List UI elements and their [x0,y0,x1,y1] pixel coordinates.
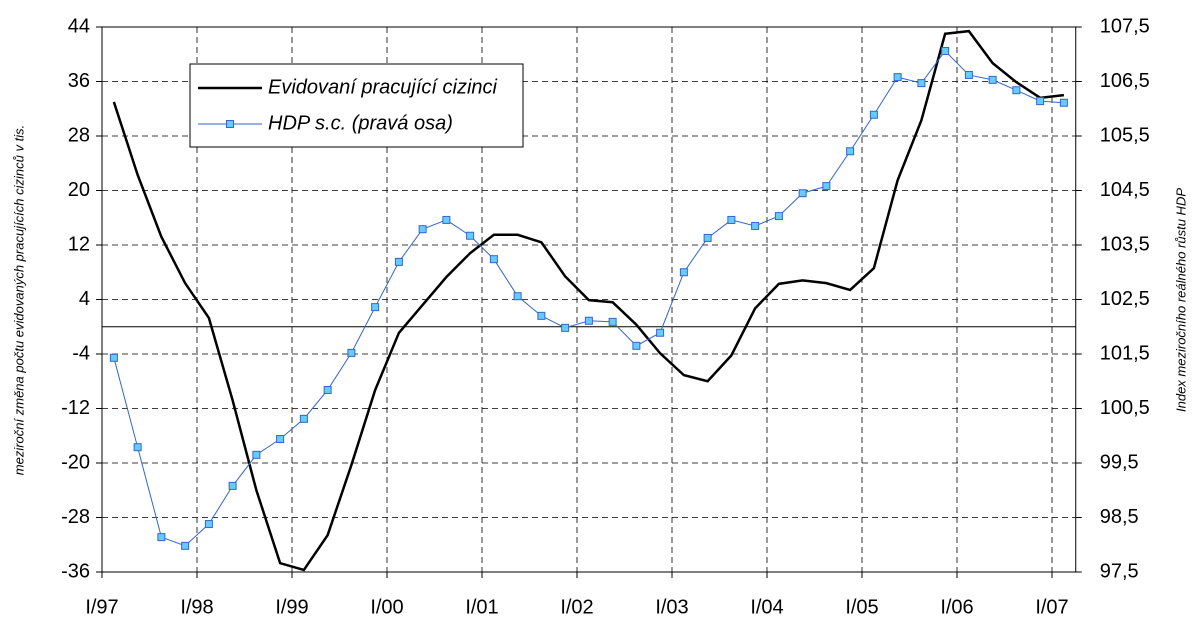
marker [1012,86,1021,95]
marker [679,268,688,277]
marker [1059,98,1068,107]
marker [869,110,878,119]
marker [513,292,522,301]
y-tick-label: -20 [61,451,90,473]
marker [822,182,831,191]
marker [252,450,261,459]
marker [109,353,118,362]
marker [703,233,712,242]
x-tick-label: I/02 [560,596,593,618]
y2-tick-label: 101,5 [1100,342,1150,364]
y-tick-label: 44 [68,15,90,37]
x-tick-label: I/00 [370,596,403,618]
marker [798,189,807,198]
legend-label: Evidovaní pracující cizinci [268,76,498,98]
marker [846,147,855,156]
y-axis-label: meziroční změna počtu evidovaných pracuj… [11,125,26,475]
legend [189,63,524,148]
x-tick-label: I/03 [655,596,688,618]
marker [466,231,475,240]
marker [584,316,593,325]
marker [299,414,308,423]
marker [656,328,665,337]
x-tick-label: I/99 [275,596,308,618]
marker [941,46,950,55]
marker [988,75,997,84]
marker [1036,97,1045,106]
y2-tick-label: 98,5 [1100,506,1139,528]
marker [774,212,783,221]
marker [418,225,427,234]
y2-axis-label: Index meziročního reálného růstu HDP [1173,188,1188,412]
marker [157,533,166,542]
marker [561,323,570,332]
y-tick-label: -28 [61,506,90,528]
x-tick-label: I/98 [180,596,213,618]
marker [228,481,237,490]
marker [608,317,617,326]
y-tick-label: 36 [68,70,90,92]
x-tick-label: I/07 [1035,596,1068,618]
marker [489,255,498,264]
y2-tick-label: 97,5 [1100,560,1139,582]
y-tick-label: 4 [79,288,90,310]
legend-marker [226,120,234,128]
marker [537,311,546,320]
y-tick-label: 12 [68,233,90,255]
y-tick-label: 28 [68,124,90,146]
y2-tick-label: 102,5 [1100,288,1150,310]
marker [751,221,760,230]
x-tick-label: I/97 [85,596,118,618]
x-tick-label: I/04 [750,596,783,618]
marker [964,70,973,79]
series-line [112,29,1065,572]
x-tick-label: I/05 [845,596,878,618]
marker [371,303,380,312]
marker [204,520,213,529]
marker [276,435,285,444]
legend-label: HDP s.c. (pravá osa) [268,112,453,134]
x-tick-label: I/06 [940,596,973,618]
y2-tick-label: 100,5 [1100,397,1150,419]
marker [727,215,736,224]
y-tick-label: -12 [61,397,90,419]
marker [442,215,451,224]
y2-tick-label: 105,5 [1100,124,1150,146]
marker [181,541,190,550]
marker [323,385,332,394]
y-tick-label: -4 [72,342,90,364]
y2-tick-label: 103,5 [1100,233,1150,255]
y2-tick-label: 104,5 [1100,179,1150,201]
marker [632,341,641,350]
y2-tick-label: 106,5 [1100,70,1150,92]
marker [917,79,926,88]
y2-tick-label: 107,5 [1100,15,1150,37]
y-tick-label: -36 [61,560,90,582]
x-tick-label: I/01 [465,596,498,618]
marker [347,348,356,357]
marker [394,257,403,266]
marker [133,443,142,452]
y-tick-label: 20 [68,179,90,201]
marker [893,73,902,82]
y2-tick-label: 99,5 [1100,451,1139,473]
